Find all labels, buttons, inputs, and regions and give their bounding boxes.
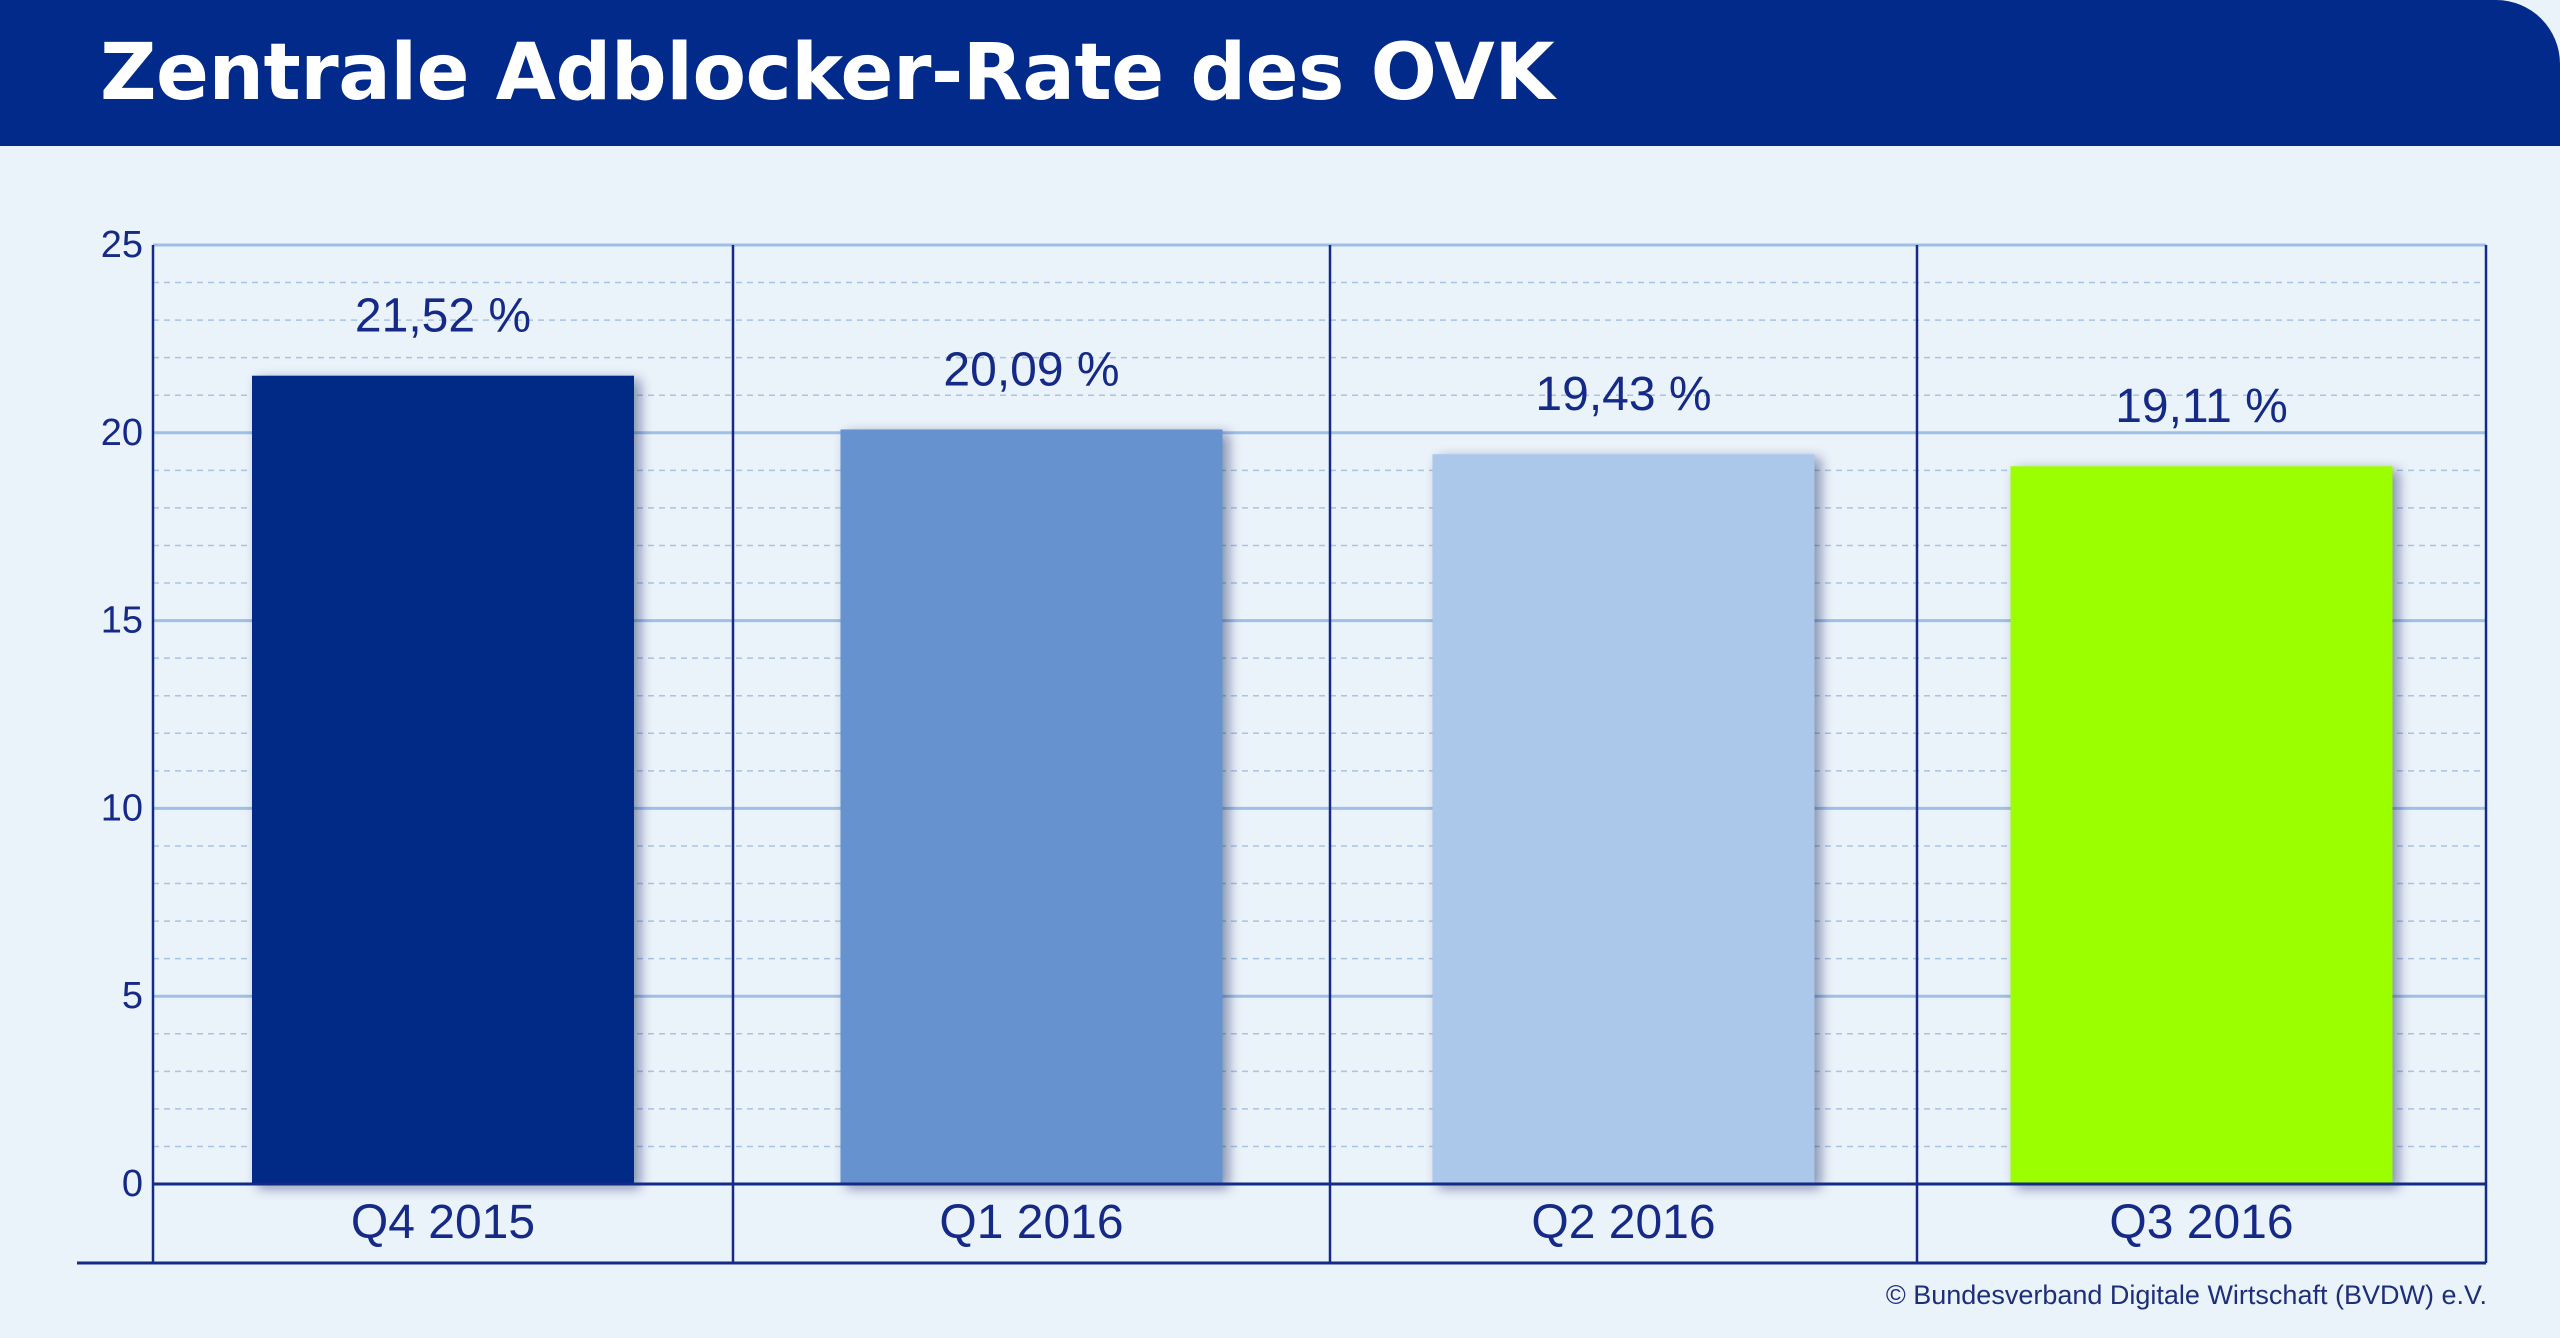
data-label: 19,43 % — [1535, 368, 1711, 421]
bar-q2-2016 — [1432, 454, 1815, 1184]
y-tick-label: 25 — [101, 224, 143, 266]
data-label: 19,11 % — [2115, 380, 2288, 433]
labels: 0 5 10 15 20 25 Q4 2015 21,52 % Q1 2016 20,09 % Q2… — [101, 224, 2294, 1249]
axes — [77, 245, 2488, 1265]
data-label: 21,52 % — [355, 290, 531, 343]
x-tick-label: Q2 2016 — [1531, 1196, 1715, 1249]
chart-title: Zentrale Adblocker-Rate des OVK — [100, 28, 1555, 118]
title-bar: Zentrale Adblocker-Rate des OVK — [0, 0, 2560, 146]
bars — [252, 375, 2393, 1185]
copyright-notice: © Bundesverband Digitale Wirtschaft (BVD… — [1885, 1280, 2487, 1310]
x-tick-label: Q3 2016 — [2109, 1196, 2293, 1249]
y-tick-label: 15 — [101, 600, 143, 642]
bar-q1-2016 — [840, 429, 1223, 1185]
bar-q4-2015 — [252, 375, 634, 1184]
y-tick-label: 20 — [101, 412, 143, 454]
x-tick-label: Q4 2015 — [351, 1196, 535, 1249]
y-tick-label: 0 — [122, 1163, 143, 1205]
data-label: 20,09 % — [943, 343, 1119, 396]
y-tick-label: 5 — [122, 975, 143, 1017]
y-tick-label: 10 — [101, 787, 143, 829]
x-tick-label: Q1 2016 — [939, 1196, 1123, 1249]
bar-q3-2016 — [2010, 466, 2393, 1184]
